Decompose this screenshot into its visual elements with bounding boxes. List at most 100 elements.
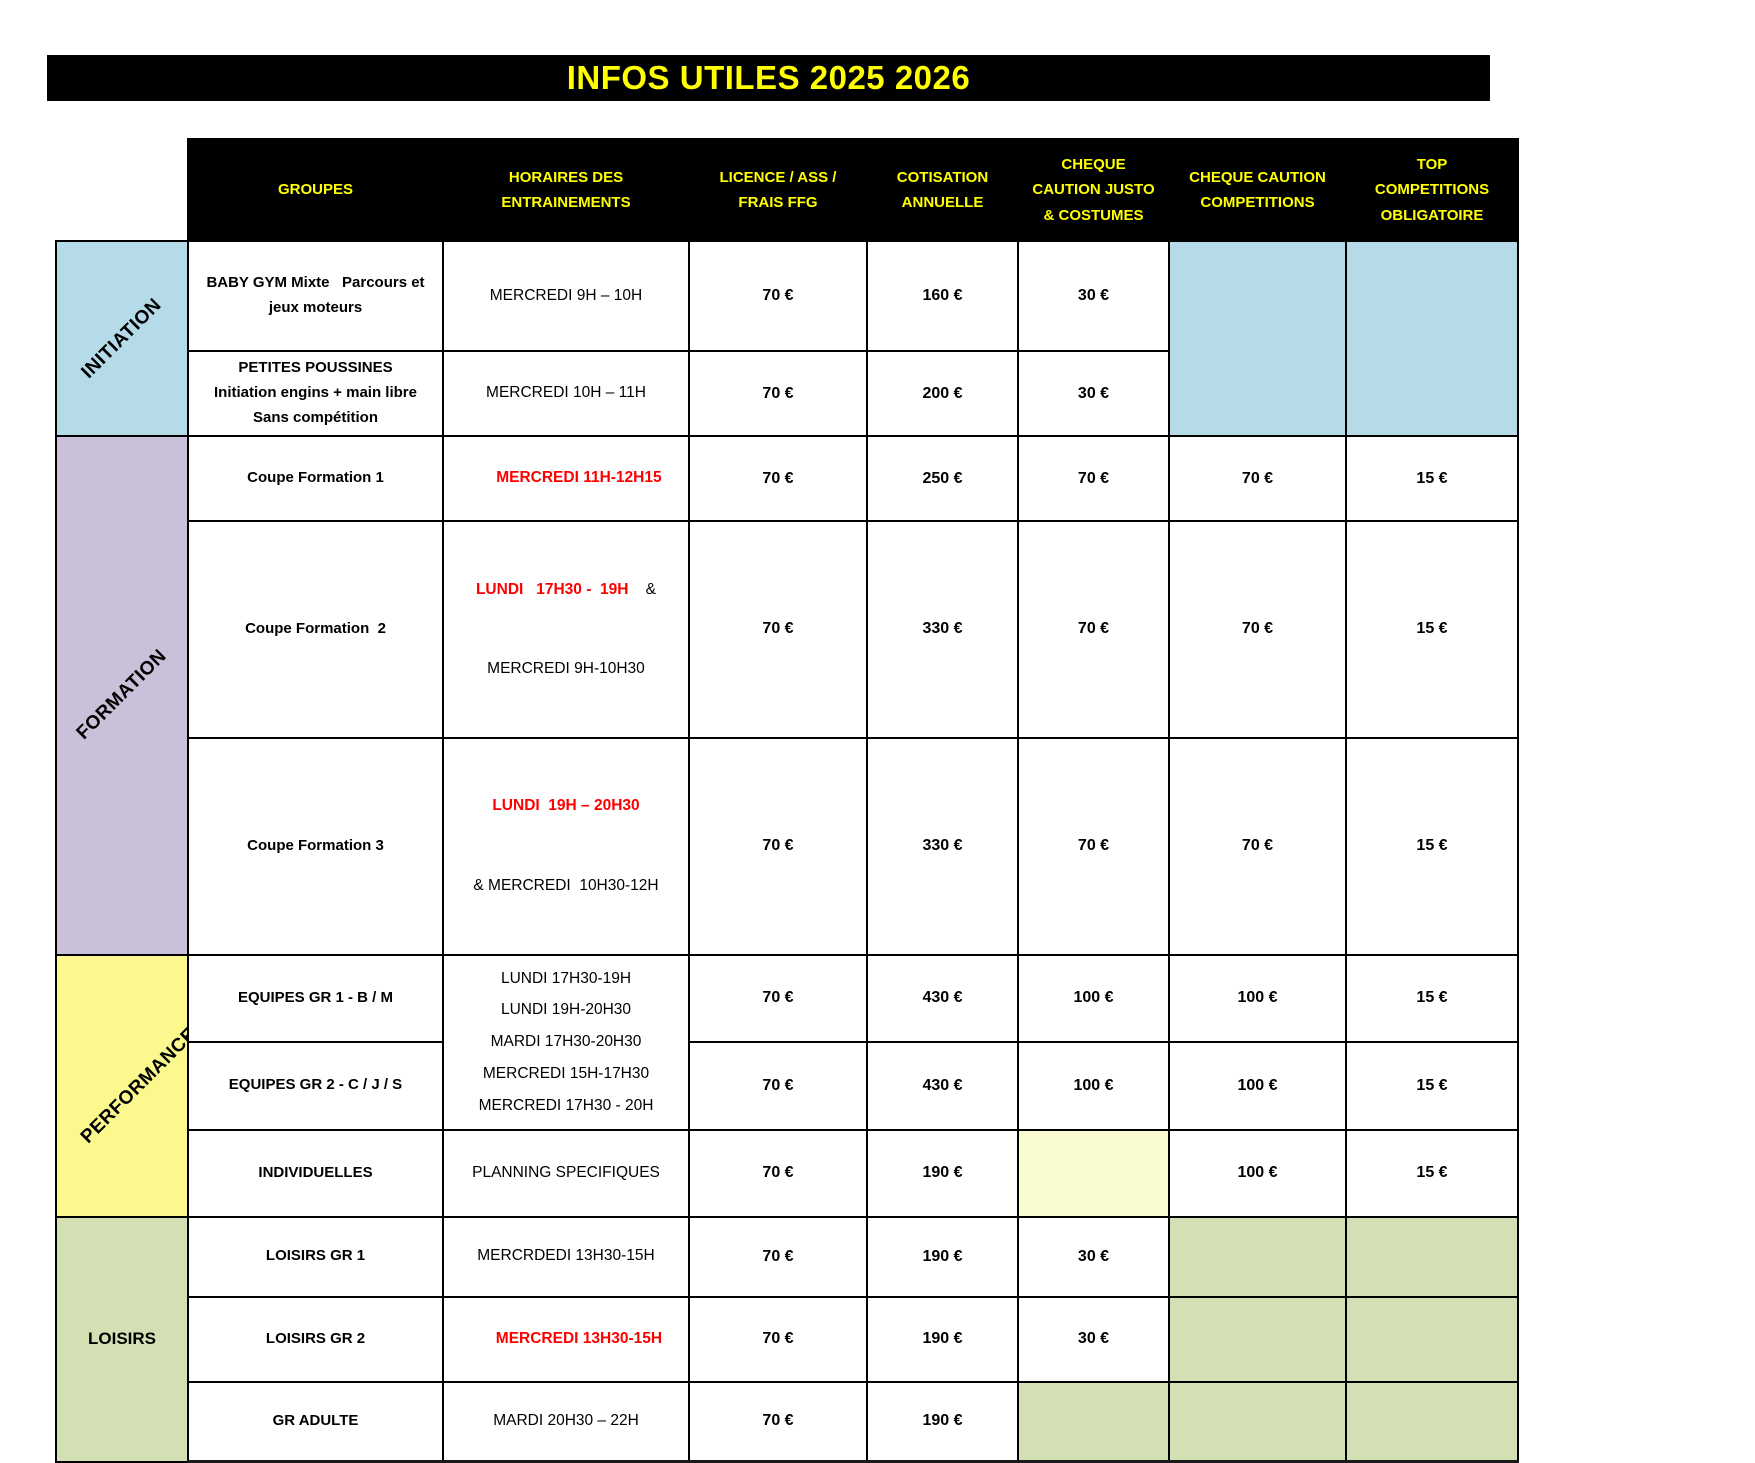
cf2-licence-cell: 70 €: [688, 520, 868, 739]
row-petites-poussines: PETITES POUSSINES Initiation engins + ma…: [56, 350, 1518, 437]
baby-gym-licence-cell: 70 €: [688, 240, 868, 352]
page-title: INFOS UTILES 2025 2026: [566, 59, 971, 96]
row-loisirs-gr2: LOISIRS GR 2 MERCREDI 13H30-15H 70 € 190…: [56, 1295, 1519, 1383]
col-header-top-competitions: TOP COMPETITIONS OBLIGATOIRE: [1345, 138, 1519, 242]
row-individuelles: INDIVIDUELLES PLANNING SPECIFIQUES 70 € …: [56, 1128, 1519, 1218]
individuelles-caution-justo-empty-cell: [1017, 1128, 1170, 1218]
equipes-horaires-cell: LUNDI 17H30-19H LUNDI 19H-20H30 MARDI 17…: [442, 953, 690, 1131]
row-coupe-formation-1: FORMATION Coupe Formation 1 MERCREDI 11H…: [55, 434, 1519, 956]
section-label-formation: FORMATION: [55, 435, 189, 956]
equipes-gr1-group-cell: EQUIPES GR 1 - B / M: [187, 953, 444, 1043]
gr-adulte-top-comp-empty-cell: [1345, 1380, 1519, 1463]
row-gr-adulte: GR ADULTE MARDI 20H30 – 22H 70 € 190 €: [56, 1380, 1519, 1463]
equipes-gr2-cotisation-cell: 430 €: [866, 1040, 1019, 1131]
equipes-gr1-caution-justo-cell: 100 €: [1017, 953, 1170, 1043]
individuelles-licence-cell: 70 €: [688, 1128, 868, 1218]
loisirs-gr2-cotisation-cell: 190 €: [866, 1295, 1019, 1383]
loisirs-gr2-licence-cell: 70 €: [688, 1295, 868, 1383]
cf3-caution-justo-cell: 70 €: [1017, 736, 1170, 956]
petites-poussines-horaires-cell: MERCREDI 10H – 11H: [442, 350, 690, 437]
gr-adulte-group-cell: GR ADULTE: [187, 1380, 444, 1463]
equipes-gr2-caution-comp-cell: 100 €: [1168, 1040, 1347, 1131]
equipes-gr2-top-comp-cell: 15 €: [1345, 1040, 1519, 1131]
section-label-loisirs: LOISIRS: [55, 1215, 189, 1463]
petites-poussines-licence-cell: 70 €: [688, 350, 868, 437]
cf2-group-cell: Coupe Formation 2: [187, 520, 444, 739]
individuelles-group-cell: INDIVIDUELLES: [187, 1128, 444, 1218]
individuelles-cotisation-cell: 190 €: [866, 1128, 1019, 1218]
equipes-gr2-licence-cell: 70 €: [688, 1040, 868, 1131]
loisirs-gr1-caution-justo-cell: 30 €: [1017, 1215, 1170, 1298]
row-equipes-gr1: PERFORMANCE EQUIPES GR 1 - B / M LUNDI 1…: [55, 953, 1519, 1218]
equipes-gr1-cotisation-cell: 430 €: [866, 953, 1019, 1043]
header-row: GROUPES HORAIRES DES ENTRAINEMENTS LICEN…: [56, 138, 1519, 242]
col-header-cotisation: COTISATION ANNUELLE: [866, 138, 1019, 242]
loisirs-gr2-horaires-cell: MERCREDI 13H30-15H: [442, 1295, 690, 1383]
gr-adulte-licence-cell: 70 €: [688, 1380, 868, 1463]
baby-gym-group-cell: BABY GYM Mixte Parcours et jeux moteurs: [187, 240, 444, 352]
equipes-gr2-group-cell: EQUIPES GR 2 - C / J / S: [187, 1040, 444, 1131]
equipes-gr1-licence-cell: 70 €: [688, 953, 868, 1043]
gr-adulte-caution-comp-empty-cell: [1168, 1380, 1347, 1463]
individuelles-top-comp-cell: 15 €: [1345, 1128, 1519, 1218]
equipes-gr1-caution-comp-cell: 100 €: [1168, 953, 1347, 1043]
individuelles-horaires-cell: PLANNING SPECIFIQUES: [442, 1128, 690, 1218]
cf1-horaires-cell: MERCREDI 11H-12H15: [442, 434, 690, 523]
loisirs-gr2-top-comp-empty-cell: [1345, 1295, 1519, 1383]
cf2-caution-comp-cell: 70 €: [1168, 520, 1347, 739]
col-header-caution-competitions: CHEQUE CAUTION COMPETITIONS: [1168, 138, 1347, 242]
cf3-group-cell: Coupe Formation 3: [187, 736, 444, 956]
corner-cell: [56, 139, 188, 241]
cf2-caution-justo-cell: 70 €: [1017, 520, 1170, 739]
cf1-group-cell: Coupe Formation 1: [187, 434, 444, 523]
cf1-cotisation-cell: 250 €: [866, 434, 1019, 523]
equipes-gr2-caution-justo-cell: 100 €: [1017, 1040, 1170, 1131]
loisirs-gr2-group-cell: LOISIRS GR 2: [187, 1295, 444, 1383]
petites-poussines-caution-justo-cell: 30 €: [1017, 350, 1170, 437]
petites-poussines-cotisation-cell: 200 €: [866, 350, 1019, 437]
cf2-cotisation-cell: 330 €: [866, 520, 1019, 739]
col-header-licence: LICENCE / ASS / FRAIS FFG: [688, 138, 868, 242]
row-equipes-gr2: EQUIPES GR 2 - C / J / S 70 € 430 € 100 …: [56, 1040, 1519, 1131]
individuelles-caution-comp-cell: 100 €: [1168, 1128, 1347, 1218]
cf3-caution-comp-cell: 70 €: [1168, 736, 1347, 956]
initiation-top-comp-empty-cell: [1345, 240, 1519, 437]
row-coupe-formation-2: Coupe Formation 2 LUNDI 17H30 - 19H & ME…: [56, 520, 1519, 739]
col-header-groupes: GROUPES: [187, 138, 444, 242]
loisirs-gr2-caution-justo-cell: 30 €: [1017, 1295, 1170, 1383]
baby-gym-horaires-cell: MERCREDI 9H – 10H: [442, 240, 690, 352]
loisirs-gr1-horaires-cell: MERCRDEDI 13H30-15H: [442, 1215, 690, 1298]
cf1-caution-comp-cell: 70 €: [1168, 434, 1347, 523]
cf1-top-comp-cell: 15 €: [1345, 434, 1519, 523]
section-label-initiation: INITIATION: [55, 240, 189, 437]
cf2-top-comp-cell: 15 €: [1345, 520, 1519, 739]
row-coupe-formation-3: Coupe Formation 3 LUNDI 19H – 20H30 & ME…: [56, 736, 1519, 956]
col-header-caution-justo: CHEQUE CAUTION JUSTO & COSTUMES: [1017, 138, 1170, 242]
loisirs-gr1-caution-comp-empty-cell: [1168, 1215, 1347, 1298]
row-baby-gym: INITIATION BABY GYM Mixte Parcours et je…: [55, 240, 1519, 437]
row-loisirs-gr1: LOISIRS LOISIRS GR 1 MERCRDEDI 13H30-15H…: [55, 1215, 1519, 1463]
gr-adulte-horaires-cell: MARDI 20H30 – 22H: [442, 1380, 690, 1463]
cf1-caution-justo-cell: 70 €: [1017, 434, 1170, 523]
infos-table: GROUPES HORAIRES DES ENTRAINEMENTS LICEN…: [55, 138, 1519, 1463]
section-label-performance: PERFORMANCE: [55, 953, 189, 1218]
gr-adulte-cotisation-cell: 190 €: [866, 1380, 1019, 1463]
cf3-horaires-cell: LUNDI 19H – 20H30 & MERCREDI 10H30-12H: [442, 736, 690, 956]
loisirs-gr1-top-comp-empty-cell: [1345, 1215, 1519, 1298]
title-bar: INFOS UTILES 2025 2026: [47, 55, 1490, 101]
cf1-licence-cell: 70 €: [688, 434, 868, 523]
petites-poussines-group-cell: PETITES POUSSINES Initiation engins + ma…: [187, 350, 444, 437]
initiation-caution-comp-empty-cell: [1168, 240, 1347, 437]
gr-adulte-caution-justo-empty-cell: [1017, 1380, 1170, 1463]
loisirs-gr1-cotisation-cell: 190 €: [866, 1215, 1019, 1298]
baby-gym-caution-justo-cell: 30 €: [1017, 240, 1170, 352]
equipes-gr1-top-comp-cell: 15 €: [1345, 953, 1519, 1043]
col-header-horaires: HORAIRES DES ENTRAINEMENTS: [442, 138, 690, 242]
loisirs-gr1-group-cell: LOISIRS GR 1: [187, 1215, 444, 1298]
cf2-horaires-cell: LUNDI 17H30 - 19H & MERCREDI 9H-10H30: [442, 520, 690, 739]
baby-gym-cotisation-cell: 160 €: [866, 240, 1019, 352]
loisirs-gr1-licence-cell: 70 €: [688, 1215, 868, 1298]
cf3-licence-cell: 70 €: [688, 736, 868, 956]
loisirs-gr2-caution-comp-empty-cell: [1168, 1295, 1347, 1383]
cf3-top-comp-cell: 15 €: [1345, 736, 1519, 956]
